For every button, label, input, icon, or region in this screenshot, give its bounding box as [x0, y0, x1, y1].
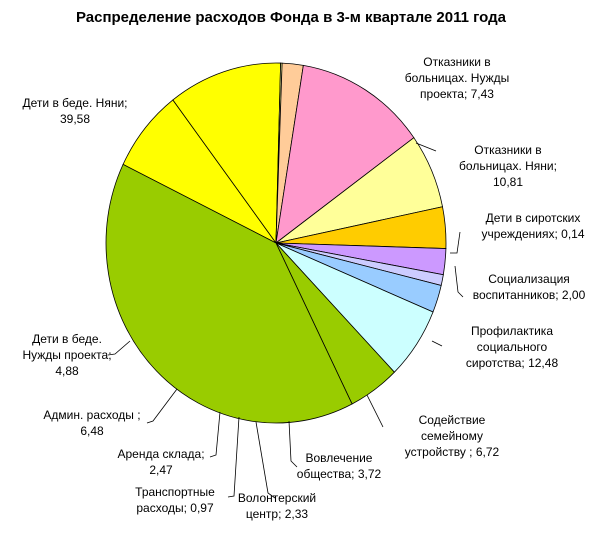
- slice-label: Дети в беде. Няни; 39,58: [23, 96, 128, 126]
- leader-lines-group: [107, 142, 464, 499]
- slice-label-line: устройству ; 6,72: [405, 445, 500, 459]
- leader-line: [431, 340, 443, 347]
- slice-label-line: 39,58: [60, 112, 90, 126]
- slice-label-line: семейному: [421, 429, 483, 443]
- slice-label-line: социального: [477, 340, 548, 354]
- slice-label: Волонтерский центр; 2,33: [238, 491, 316, 521]
- pie-slice: [172, 62, 282, 245]
- slice-label-line: воспитанников; 2,00: [473, 288, 586, 302]
- leader-line: [227, 416, 240, 498]
- slice-label: Содействие семейному устройству ; 6,72: [405, 413, 500, 459]
- slice-label-line: Отказники в: [474, 143, 541, 157]
- labels-group: Отказники в больницах. Нужды проекта; 7,43…: [22, 55, 585, 521]
- leader-line: [255, 421, 276, 499]
- leader-line: [450, 231, 461, 254]
- slice-label-line: Содействие: [419, 413, 486, 427]
- slice-label-line: Нужды проекта;: [22, 348, 111, 362]
- leader-line: [107, 340, 131, 356]
- leader-line: [454, 265, 464, 298]
- slice-label: Отказники в больницах. Няни; 10,81: [459, 143, 557, 189]
- slice-label-line: Отказники в: [423, 55, 490, 69]
- slice-label-line: Вовлечение: [306, 451, 373, 465]
- slices-group: [105, 62, 447, 424]
- slice-label: Вовлечение общества; 3,72: [297, 451, 382, 481]
- leader-line: [366, 394, 384, 428]
- slice-label: Дети в сиротских учреждениях; 0,14: [481, 211, 584, 241]
- slice-label-line: 2,47: [149, 463, 173, 477]
- slice-label-line: Админ. расходы ;: [43, 408, 140, 422]
- chart-title: Распределение расходов Фонда в 3-м кварт…: [76, 9, 507, 26]
- slice-label-line: Профилактика: [471, 324, 553, 338]
- leader-line: [146, 388, 178, 424]
- slice-label-line: сиротства; 12,48: [466, 356, 559, 370]
- slice-label-line: Дети в беде.: [32, 332, 102, 346]
- slice-label-line: 4,88: [55, 364, 79, 378]
- slice-label-line: Дети в беде. Няни;: [23, 96, 128, 110]
- pie-slice: [275, 64, 415, 244]
- slice-label: Социализация воспитанников; 2,00: [473, 272, 586, 302]
- slice-label: Админ. расходы ; 6,48: [43, 408, 140, 438]
- leader-line: [415, 142, 437, 152]
- leader-line: [288, 420, 298, 468]
- slice-label-line: учреждениях; 0,14: [481, 227, 584, 241]
- slice-label-line: 6,48: [80, 424, 104, 438]
- slice-label-line: общества; 3,72: [297, 467, 382, 481]
- slice-label: Дети в беде. Нужды проекта; 4,88: [22, 332, 111, 378]
- slice-label-line: Аренда склада;: [117, 447, 204, 461]
- slice-label-line: проекта; 7,43: [420, 87, 494, 101]
- slice-label: Транспортные расходы; 0,97: [135, 485, 215, 515]
- slice-label-line: расходы; 0,97: [136, 501, 214, 515]
- slice-label: Аренда склада; 2,47: [117, 447, 204, 477]
- slice-label: Профилактика социального сиротства; 12,48: [466, 324, 559, 370]
- slice-label: Отказники в больницах. Нужды проекта; 7,43: [405, 55, 510, 101]
- slice-label-line: центр; 2,33: [246, 507, 309, 521]
- slice-label-line: 10,81: [493, 175, 523, 189]
- slice-label-line: Волонтерский: [238, 491, 316, 505]
- slice-label-line: больницах. Нужды: [405, 71, 510, 85]
- slice-label-line: больницах. Няни;: [459, 159, 557, 173]
- slice-label-line: Социализация: [488, 272, 570, 286]
- slice-label-line: Дети в сиротских: [486, 211, 581, 225]
- leader-line: [209, 411, 221, 458]
- pie-slice: [105, 163, 353, 424]
- slice-label-line: Транспортные: [135, 485, 215, 499]
